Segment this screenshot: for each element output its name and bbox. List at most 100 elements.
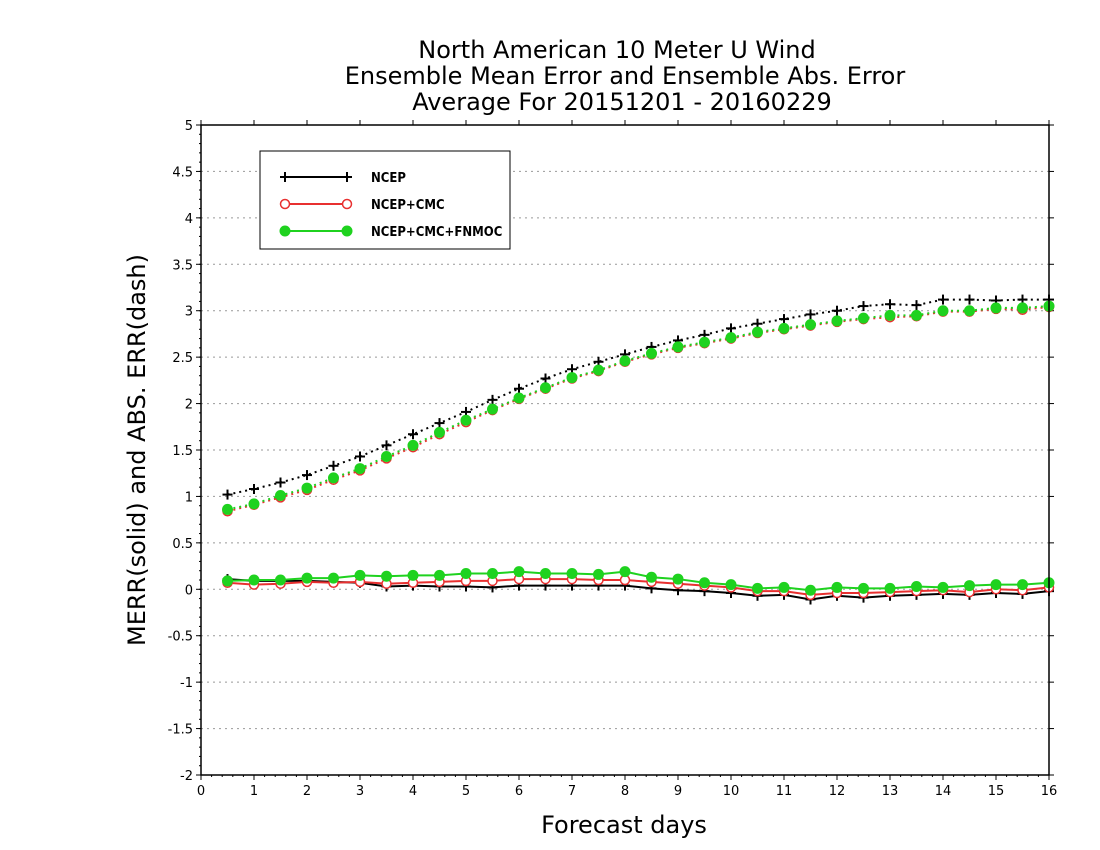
y-axis-label: MERR(solid) and ABS. ERR(dash) [123,254,151,646]
abserr-point [858,301,869,312]
abserr-point [858,312,869,324]
y-tick-label: 2.5 [172,351,193,366]
y-tick-label: 3 [185,305,193,320]
abserr-point [407,439,419,451]
merr-point [699,577,710,589]
merr-point [619,566,631,578]
abserr-line [227,306,1050,513]
y-tick-label: 1.5 [172,444,193,459]
legend-entry: NCEP [280,171,406,186]
legend-label: NCEP+CMC [371,198,445,213]
abserr-point [487,394,498,405]
abserr-point [302,470,312,481]
legend-entry: NCEP+CMC+FNMOC [279,225,502,240]
abserr-point [619,355,631,367]
merr-point [301,572,313,584]
legend-label: NCEP [371,171,406,186]
y-tick-label: -2 [180,769,193,784]
abserr-point [646,347,657,359]
series-ncep [222,294,1054,605]
abserr-point [381,440,392,451]
merr-point [381,570,392,582]
abserr-point [884,309,896,321]
abserr-point [964,305,975,317]
abserr-point [593,364,604,376]
y-tick-label: 0 [185,583,193,598]
abserr-point [540,382,551,394]
y-tick-label: 1 [185,490,193,505]
abserr-point [301,482,313,494]
y-tick-label: 2 [185,398,193,413]
abserr-point [434,426,445,438]
merr-point [858,582,869,594]
x-tick-label: 10 [723,784,740,799]
abserr-point [726,323,736,334]
legend-marker-right [342,172,352,182]
y-tick-label: 3.5 [172,258,193,273]
chart-title-line-3: Average For 20151201 - 20160229 [412,88,832,116]
y-tick-label: 4.5 [172,165,193,180]
abserr-point [990,302,1002,314]
legend-marker-right [341,198,353,210]
abserr-point [725,332,737,344]
merr-point [1017,579,1028,591]
abserr-point [937,305,949,317]
x-tick-label: 16 [1041,784,1058,799]
abserr-point [328,460,339,471]
abserr-point [752,326,763,338]
series-ncep-cmc [222,301,1055,601]
merr-point [646,571,657,583]
merr-point [566,568,578,579]
legend-entry: NCEP+CMC [279,198,445,213]
merr-point [805,584,816,596]
merr-point [937,581,949,593]
abserr-point [248,498,260,510]
y-tick-label: 4 [185,212,193,227]
legend-marker-left [280,172,290,182]
x-tick-label: 0 [197,784,205,799]
merr-point [354,569,366,581]
merr-point [434,569,445,581]
abserr-point [964,294,975,305]
x-tick-label: 6 [515,784,523,799]
abserr-line [227,305,1050,511]
legend-box [259,150,511,250]
abserr-point [831,315,843,327]
merr-point [593,568,604,580]
abserr-point [778,322,790,334]
x-axis-label: Forecast days [541,811,707,839]
merr-point [407,569,419,581]
x-tick-label: 2 [303,784,311,799]
axis-ticks: 54.543.532.521.510.50-0.5-1-1.5-20 1 2 3 4 5 6… [168,119,1058,799]
abserr-point [1017,302,1028,314]
abserr-point [275,477,286,488]
abserr-point [355,451,365,462]
merr-point [911,581,922,592]
abserr-point [354,463,366,475]
x-tick-label: 5 [462,784,470,799]
abserr-point [222,489,233,500]
series-layer [222,294,1055,605]
abserr-point [911,309,922,321]
chart-title-line-1: North American 10 Meter U Wind [418,36,815,64]
y-tick-label: 5 [185,119,193,134]
gridlines [201,170,1049,730]
legend-marker-left [279,198,291,210]
abserr-point [938,294,948,305]
y-tick-label: -1.5 [168,723,193,738]
abserr-point [408,429,418,440]
legend-marker-left [279,225,291,237]
x-tick-label: 11 [776,784,793,799]
merr-point [487,568,498,579]
abserr-point [805,309,816,320]
abserr-point [779,314,789,325]
merr-point [328,572,339,584]
abserr-point [699,336,710,348]
abserr-point [434,418,445,429]
merr-point [672,573,684,585]
merr-point [990,579,1002,591]
merr-point [725,579,737,591]
chart-title-line-2: Ensemble Mean Error and Ensemble Abs. Er… [345,62,906,90]
abserr-point [566,372,578,384]
